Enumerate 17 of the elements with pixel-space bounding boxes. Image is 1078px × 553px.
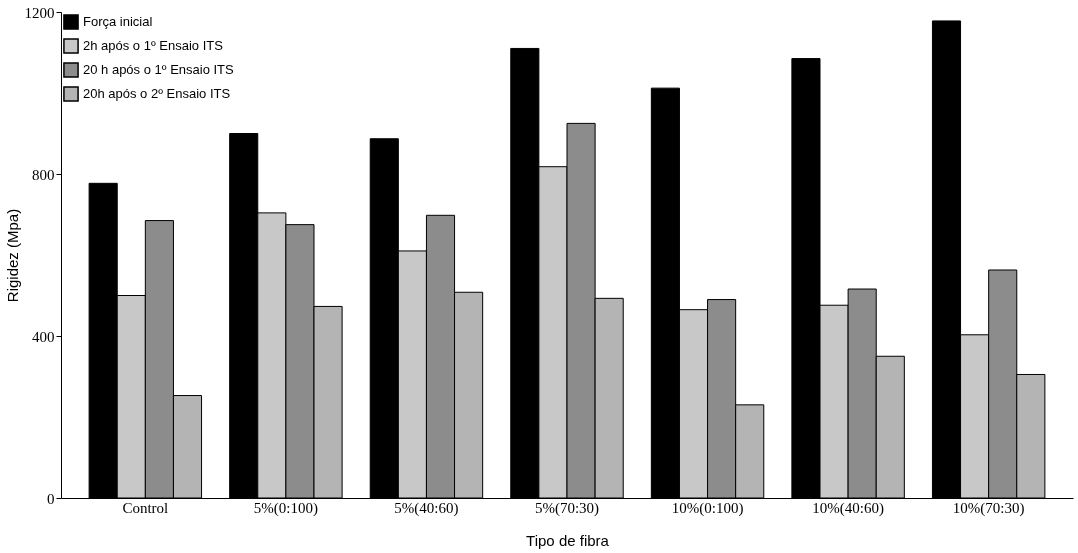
x-tick-label: 10%(0:100) [671, 499, 744, 517]
legend-label: Força inicial [83, 14, 153, 29]
y-tick-label: 800 [32, 166, 55, 183]
x-tick-label: Control [122, 499, 169, 516]
legend-label: 20 h após o 1º Ensaio ITS [83, 62, 235, 77]
x-tick-label: 5%(70:30) [534, 499, 600, 517]
legend-label: 2h após o 1º Ensaio ITS [83, 38, 224, 53]
y-axis-title: Rigidez (Mpa) [3, 208, 21, 303]
x-axis-title: Tipo de fibra [526, 531, 610, 549]
legend-label: 20h após o 2º Ensaio ITS [83, 86, 231, 101]
y-tick-label: 1200 [24, 4, 55, 21]
x-tick-label: 5%(40:60) [394, 499, 459, 517]
x-tick-label: 10%(70:30) [952, 499, 1025, 517]
y-tick-label: 0 [47, 490, 55, 507]
x-tick-label: 5%(0:100) [253, 499, 318, 517]
x-tick-label: 10%(40:60) [812, 499, 884, 517]
y-tick-label: 400 [32, 328, 55, 345]
